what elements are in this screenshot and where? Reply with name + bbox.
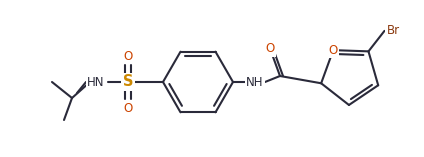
Text: O: O xyxy=(123,49,133,62)
Text: HN: HN xyxy=(87,76,105,89)
Text: O: O xyxy=(123,101,133,114)
Text: Br: Br xyxy=(387,24,400,37)
Text: O: O xyxy=(265,43,275,56)
Text: O: O xyxy=(329,44,338,57)
Text: S: S xyxy=(123,75,133,89)
Text: NH: NH xyxy=(246,76,264,89)
